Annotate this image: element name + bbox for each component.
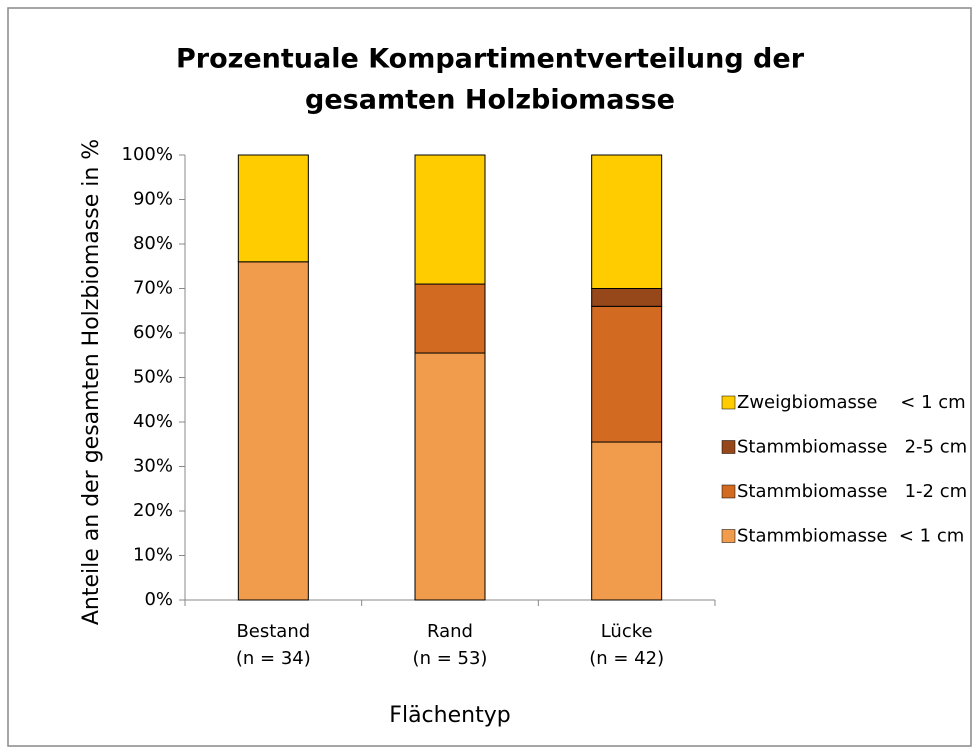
y-tick-label: 30% (133, 456, 173, 477)
bar-segment (591, 288, 663, 307)
x-tick-label: (n = 53) (413, 648, 488, 669)
x-axis-label: Flächentyp (389, 703, 510, 728)
y-tick-label: 70% (133, 278, 173, 299)
bar-segment (414, 352, 486, 601)
x-tick-label: Rand (427, 621, 473, 642)
legend-swatch (721, 440, 736, 454)
chart-title: Prozentuale Kompartimentverteilung der (176, 44, 805, 75)
bar-segment (591, 305, 663, 443)
y-tick-label: 20% (133, 500, 173, 521)
y-tick-label: 60% (133, 322, 173, 343)
legend-label: Zweigbiomasse < 1 cm (737, 392, 966, 413)
y-tick-label: 10% (133, 545, 173, 566)
bar-segment (414, 283, 486, 354)
legend-label: Stammbiomasse 2-5 cm (737, 437, 967, 458)
bar-segment (591, 441, 663, 601)
bar-segment (237, 261, 309, 601)
legend-swatch (721, 529, 736, 543)
bar-segment (237, 154, 309, 263)
chart-title: gesamten Holzbiomasse (305, 85, 675, 116)
y-tick-label: 0% (144, 589, 173, 610)
x-tick-label: Bestand (236, 621, 310, 642)
legend-swatch (721, 395, 736, 410)
legend-label: Stammbiomasse 1-2 cm (737, 481, 967, 502)
y-tick-label: 100% (122, 144, 173, 165)
x-tick-label: (n = 34) (236, 648, 311, 669)
y-tick-label: 90% (133, 189, 173, 210)
bar-segment (414, 154, 486, 285)
x-tick-label: Lücke (601, 621, 653, 642)
y-tick-label: 80% (133, 233, 173, 254)
chart-frame (7, 7, 972, 747)
y-tick-label: 50% (133, 367, 173, 388)
legend-swatch (721, 484, 736, 499)
bar-segment (591, 154, 663, 289)
y-tick-label: 40% (133, 411, 173, 432)
x-tick-label: (n = 42) (589, 648, 664, 669)
legend-label: Stammbiomasse < 1 cm (737, 526, 964, 547)
y-axis-label: Anteile an der gesamten Holzbiomasse in … (79, 139, 104, 625)
